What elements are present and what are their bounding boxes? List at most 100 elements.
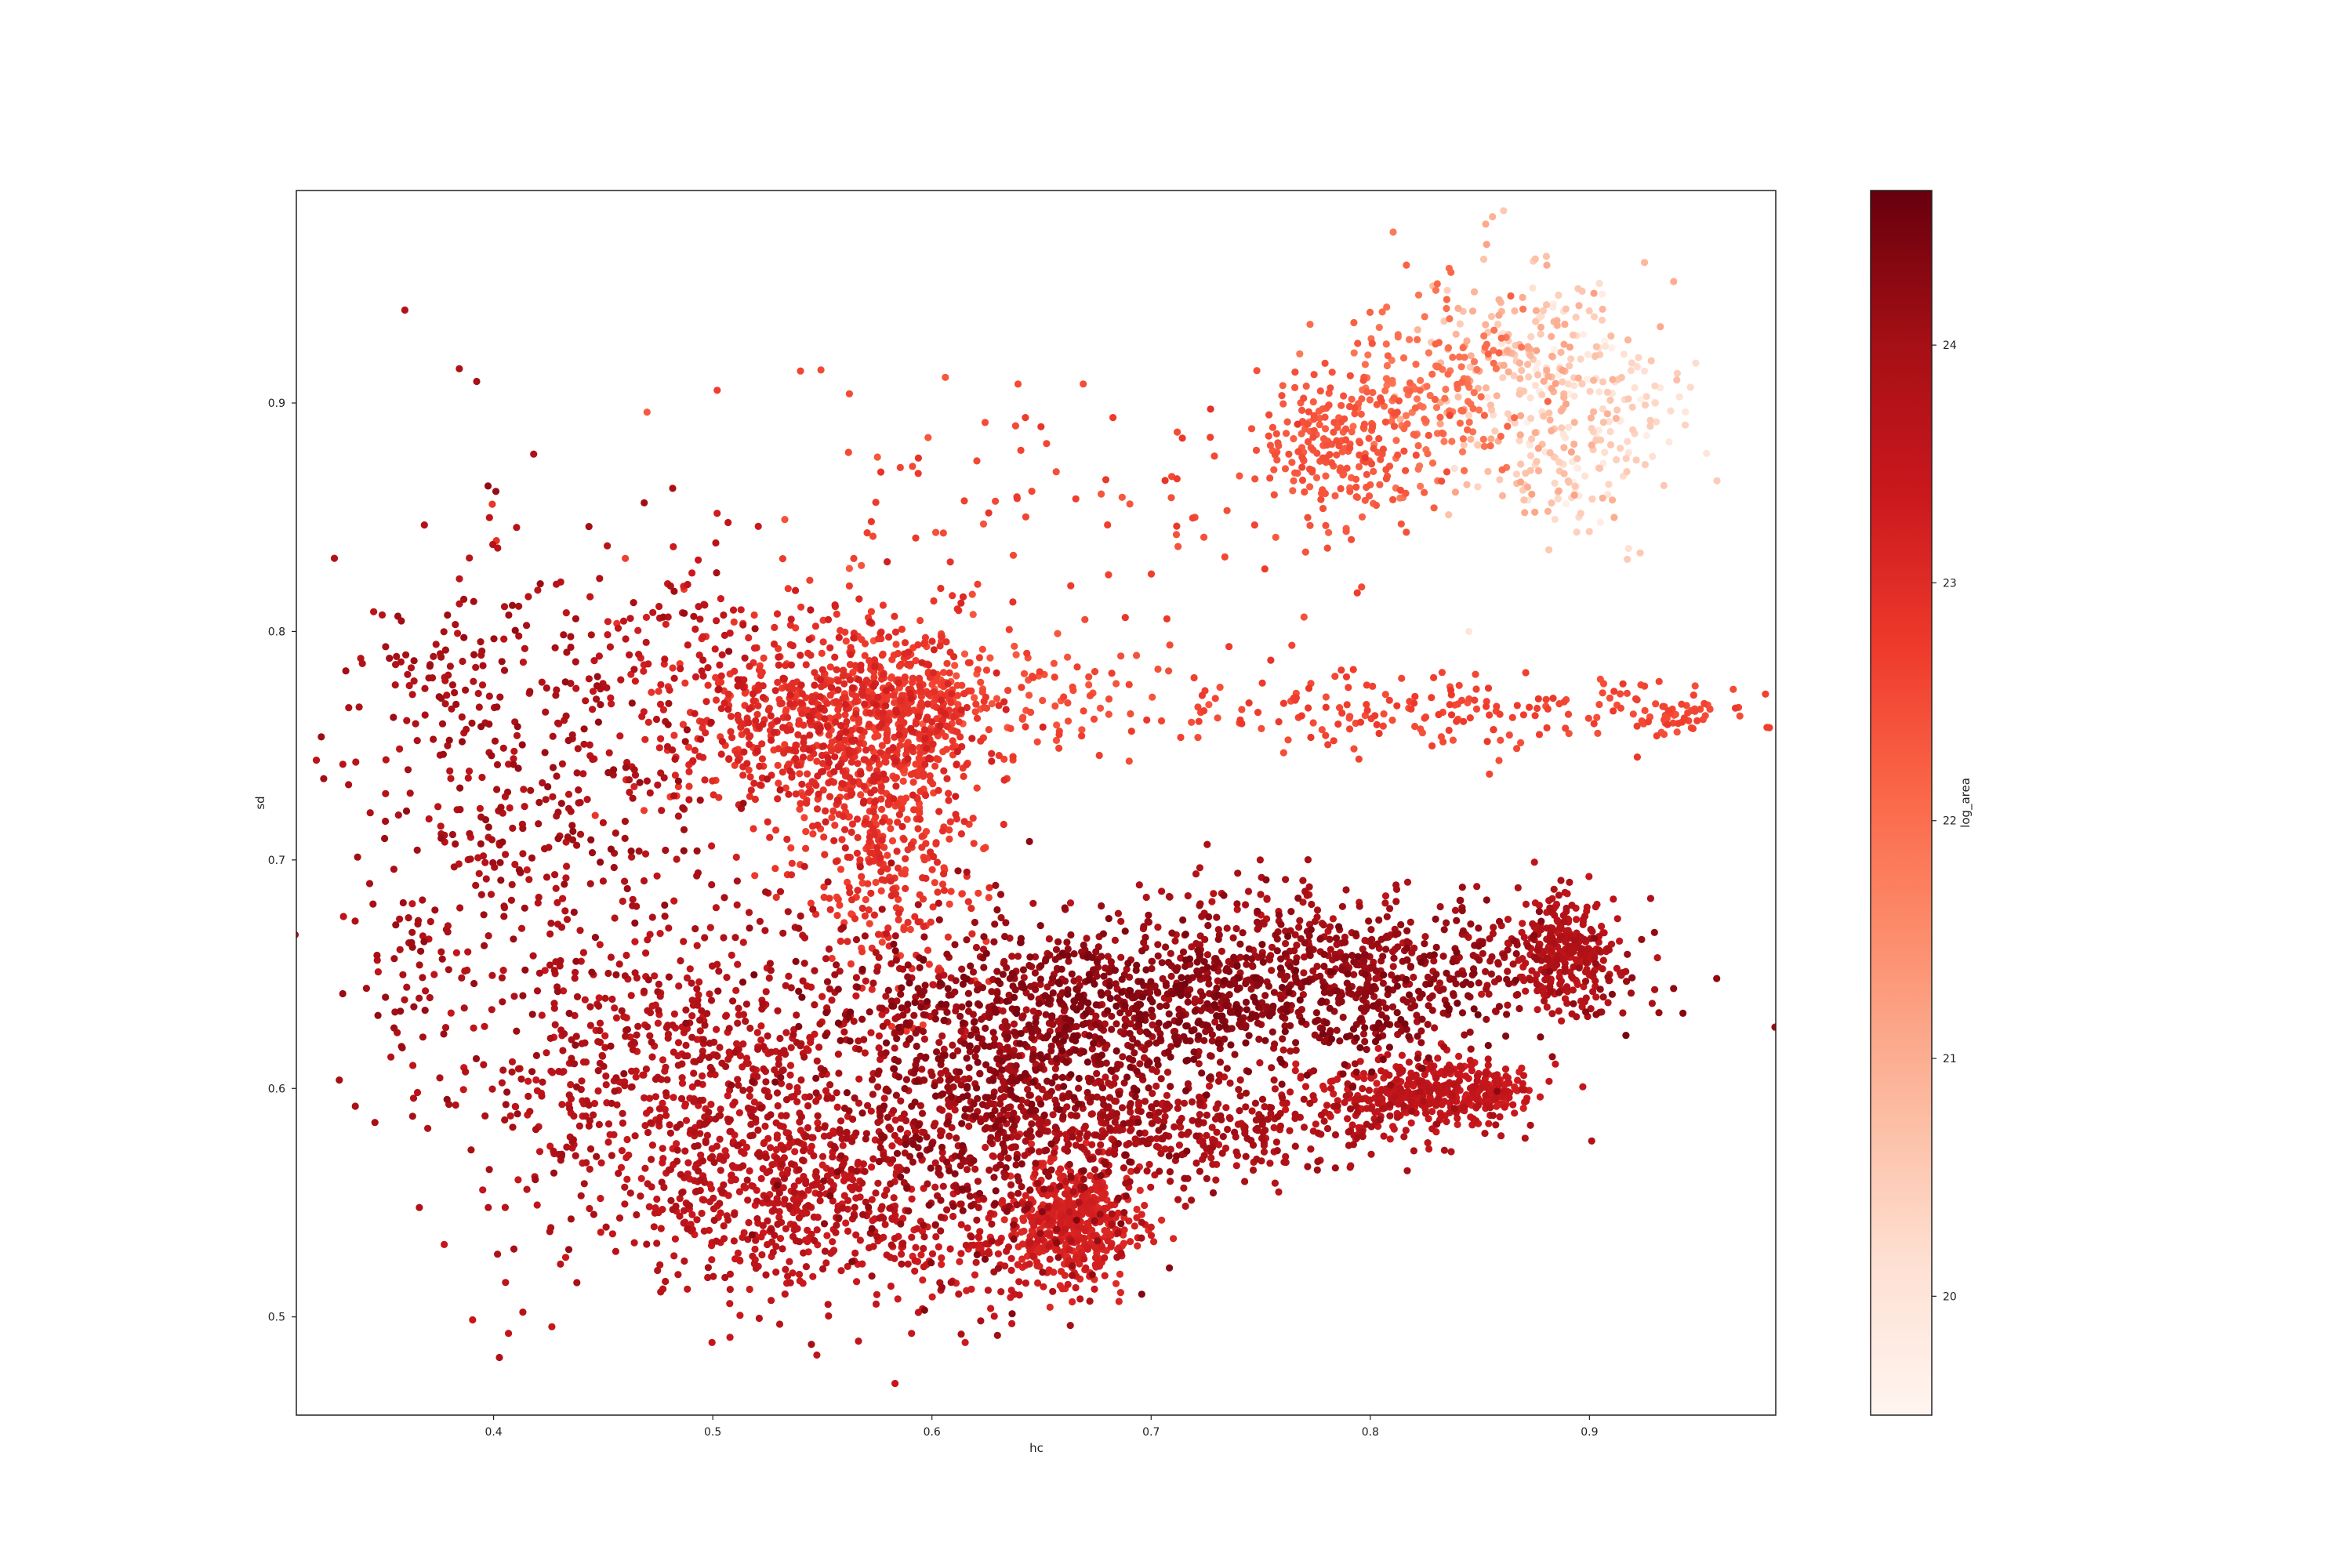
scatter-point <box>1381 418 1389 426</box>
scatter-point <box>898 626 906 633</box>
scatter-point <box>873 844 881 851</box>
scatter-point <box>847 960 855 968</box>
scatter-point <box>708 842 716 850</box>
scatter-point <box>938 633 946 641</box>
scatter-point <box>909 779 917 786</box>
scatter-point <box>848 896 856 904</box>
scatter-point <box>1486 442 1494 450</box>
scatter-point <box>1617 445 1624 452</box>
scatter-point <box>873 453 881 461</box>
scatter-point <box>1210 890 1218 898</box>
scatter-point <box>955 718 963 726</box>
scatter-point <box>914 470 922 477</box>
scatter-point <box>498 1079 506 1087</box>
scatter-point <box>621 1200 629 1208</box>
scatter-point <box>1498 492 1507 500</box>
scatter-point <box>612 1014 621 1022</box>
scatter-point <box>884 558 891 566</box>
scatter-point <box>1359 1084 1367 1093</box>
scatter-point <box>894 864 902 872</box>
scatter-point <box>782 1029 790 1036</box>
scatter-point <box>775 779 782 787</box>
scatter-point <box>1464 426 1472 434</box>
scatter-point <box>722 1012 730 1020</box>
scatter-point <box>1149 693 1156 701</box>
scatter-point <box>718 738 727 746</box>
scatter-point <box>690 1069 698 1077</box>
scatter-point <box>1613 456 1621 464</box>
scatter-point <box>1577 510 1584 517</box>
scatter-point <box>608 995 616 1004</box>
scatter-point <box>878 742 886 750</box>
scatter-point <box>756 762 764 771</box>
scatter-point <box>1609 376 1617 383</box>
scatter-point <box>916 809 924 817</box>
scatter-point <box>538 1011 546 1019</box>
scatter-point <box>1343 464 1351 472</box>
scatter-point <box>1356 718 1365 726</box>
scatter-point <box>1055 744 1063 753</box>
scatter-point <box>1309 397 1317 406</box>
scatter-point <box>562 874 570 882</box>
scatter-point <box>916 616 924 625</box>
scatter-point <box>659 1155 667 1163</box>
scatter-point <box>853 1278 861 1286</box>
scatter-point <box>1491 427 1499 435</box>
scatter-point <box>1009 551 1018 559</box>
scatter-point <box>1507 292 1515 300</box>
scatter-point <box>1034 1237 1042 1245</box>
scatter-point <box>533 1201 541 1209</box>
scatter-point <box>750 611 758 619</box>
scatter-point <box>1552 379 1559 387</box>
scatter-point <box>872 1189 880 1197</box>
scatter-point <box>1403 528 1410 536</box>
scatter-point <box>1510 372 1518 379</box>
scatter-point <box>833 796 841 804</box>
scatter-point <box>622 635 630 643</box>
scatter-point <box>1598 290 1606 298</box>
scatter-point <box>867 1029 875 1036</box>
scatter-point <box>1292 1060 1300 1068</box>
scatter-point <box>1442 385 1450 394</box>
scatter-point <box>1133 652 1141 659</box>
scatter-point <box>1598 316 1606 324</box>
scatter-point <box>939 529 947 537</box>
scatter-point <box>1487 313 1496 321</box>
scatter-point <box>382 789 390 797</box>
scatter-point <box>708 1256 716 1264</box>
scatter-point <box>1353 589 1361 597</box>
scatter-point <box>674 1039 683 1047</box>
scatter-point <box>508 1058 517 1065</box>
scatter-point <box>1318 726 1326 734</box>
scatter-point <box>1212 1176 1220 1184</box>
scatter-point <box>854 760 862 768</box>
scatter-point <box>800 862 808 870</box>
scatter-point <box>815 728 822 735</box>
scatter-point <box>1610 688 1618 695</box>
scatter-point <box>1533 458 1541 466</box>
scatter-point <box>521 803 528 811</box>
scatter-point <box>635 651 643 659</box>
scatter-point <box>1447 1148 1455 1156</box>
scatter-point <box>799 753 808 761</box>
scatter-point <box>1407 1119 1415 1127</box>
scatter-point <box>1073 1222 1080 1230</box>
scatter-point <box>1497 334 1505 342</box>
scatter-point <box>832 1229 840 1236</box>
scatter-point <box>878 652 886 659</box>
scatter-point <box>1017 446 1025 455</box>
scatter-point <box>869 808 877 816</box>
scatter-point <box>673 855 681 863</box>
scatter-point <box>992 497 1000 505</box>
scatter-point <box>558 1101 566 1109</box>
scatter-point <box>740 1182 748 1190</box>
scatter-point <box>866 920 873 927</box>
scatter-point <box>583 1159 590 1167</box>
scatter-point <box>684 743 693 751</box>
scatter-point <box>1495 349 1503 357</box>
scatter-point <box>410 677 418 685</box>
scatter-point <box>1627 367 1635 375</box>
scatter-point <box>1636 549 1644 557</box>
scatter-point <box>1585 873 1593 880</box>
